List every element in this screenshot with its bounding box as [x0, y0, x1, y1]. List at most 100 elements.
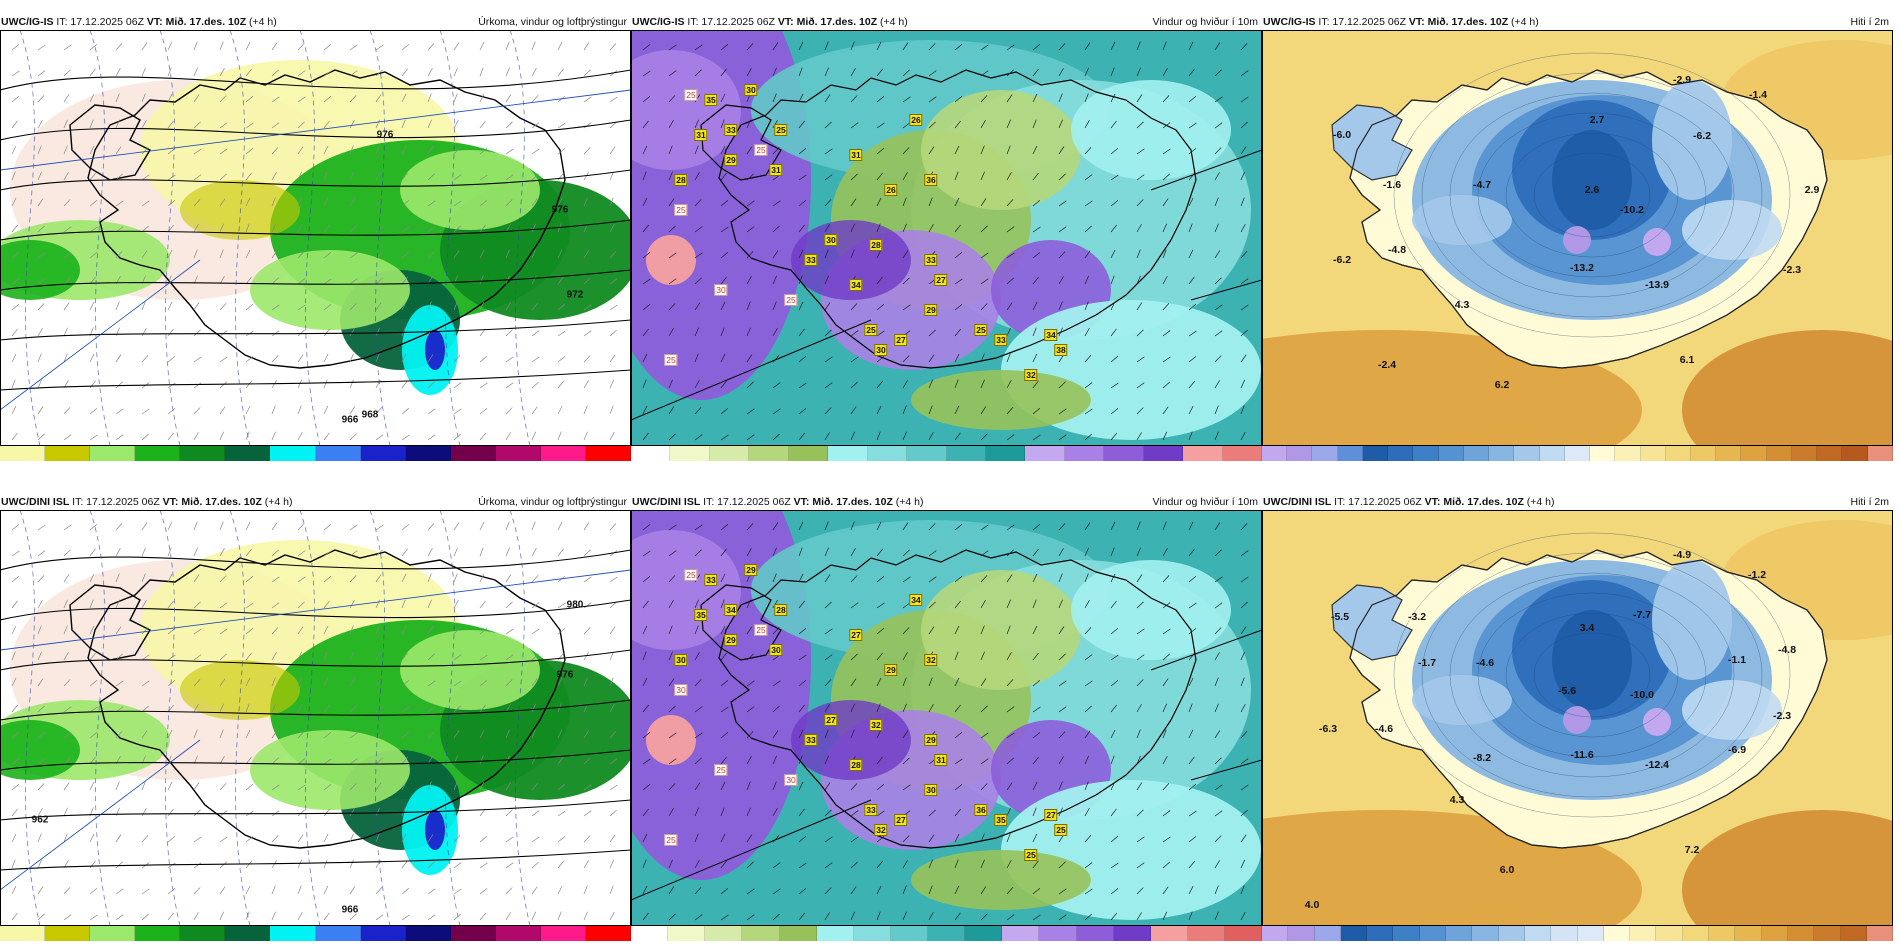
gust-label: 35: [694, 609, 708, 621]
temp-value: -2.3: [1782, 264, 1802, 276]
color-scale: [631, 926, 1262, 941]
lead-time: (+4 h): [264, 496, 293, 508]
scale-cell: [1388, 446, 1414, 461]
scale-cell: [1143, 446, 1184, 461]
pressure-label: 980: [566, 599, 584, 611]
scale-cell: [450, 446, 496, 461]
gust-label: 34: [909, 594, 923, 606]
scale-cell: [1225, 926, 1262, 941]
color-scale: [0, 446, 631, 461]
scale-cell: [1787, 926, 1815, 941]
gust-label: 28: [849, 759, 863, 771]
scale-cell: [1551, 926, 1578, 941]
contour-label: 25: [754, 624, 768, 636]
scale-cell: [586, 926, 631, 941]
scale-cell: [180, 446, 226, 461]
gust-label: 38: [1054, 344, 1068, 356]
temp-value: -10.2: [1620, 204, 1644, 216]
temp-value: 2.7: [1589, 114, 1605, 126]
temp-value: -13.2: [1570, 262, 1594, 274]
model-name: UWC/IG-IS: [1263, 16, 1316, 28]
pressure-label: 968: [361, 409, 379, 421]
temp-value: -6.9: [1727, 744, 1747, 756]
map-area[interactable]: 976 976 972 966 968: [0, 30, 631, 446]
temp-value: 7.2: [1684, 844, 1700, 856]
valid-time: Mið. 17.des. 10Z: [796, 16, 878, 28]
scale-cell: [405, 446, 451, 461]
scale-cell: [867, 446, 908, 461]
valid-label: VT:: [777, 16, 794, 28]
map-area[interactable]: 33 29 35 34 29 30 30 28 34 27 32 29 27 32 33 28 29 31 30 32…: [631, 510, 1262, 926]
scale-cell: [90, 446, 136, 461]
gust-label: 27: [849, 629, 863, 641]
gust-label: 30: [769, 644, 783, 656]
scale-cell: [631, 926, 669, 941]
scale-cell: [1002, 926, 1040, 941]
lead-time: (+4 h): [1526, 496, 1555, 508]
gust-label: 33: [864, 804, 878, 816]
temp-value: 2.9: [1804, 184, 1820, 196]
temp-value: -12.4: [1645, 759, 1669, 771]
gust-label: 27: [824, 714, 838, 726]
scale-cell: [1766, 446, 1792, 461]
map-area[interactable]: 35 30 31 33 29 28 31 25 26 31 36 26 30 28 33 34 33 27 29 30…: [631, 30, 1262, 446]
gust-label: 32: [924, 654, 938, 666]
scale-cell: [1761, 926, 1788, 941]
scale-cell: [668, 926, 706, 941]
gust-label: 25: [774, 124, 788, 136]
scale-cell: [1064, 446, 1105, 461]
gust-label: 25: [1024, 849, 1038, 861]
contour-label: 25: [674, 204, 688, 216]
temp-value: -1.6: [1382, 179, 1402, 191]
pressure-label: 976: [556, 669, 574, 681]
scale-cell: [1337, 446, 1363, 461]
panel-r2c2: UWC/DINI ISL IT: 17.12.2025 06Z VT: Mið.…: [631, 494, 1262, 945]
scale-cell: [0, 446, 46, 461]
scale-cell: [1489, 446, 1515, 461]
temp-value: -4.9: [1672, 549, 1692, 561]
gust-label: 26: [909, 114, 923, 126]
temp-value: -2.9: [1672, 74, 1692, 86]
panel-r1c1: UWC/IG-IS IT: 17.12.2025 06Z VT: Mið. 17…: [0, 14, 631, 465]
scale-cell: [1867, 446, 1893, 461]
scale-cell: [1615, 446, 1641, 461]
gust-label: 33: [704, 574, 718, 586]
scale-cell: [225, 446, 271, 461]
scale-cell: [985, 446, 1026, 461]
scale-cell: [1716, 446, 1742, 461]
map-area[interactable]: -2.9 -1.4 -6.0 2.7 -6.2 -1.6 -4.7 2.6 -10.2 2.9 -4…: [1262, 30, 1893, 446]
map-area[interactable]: -4.9 -1.2 -5.5 -3.2 3.4 -7.7 -1.7 -4.6 -5.6 -10.0…: [1262, 510, 1893, 926]
gust-label: 36: [924, 174, 938, 186]
scale-cell: [890, 926, 928, 941]
scale-cell: [907, 446, 947, 461]
temp-value: 4.3: [1449, 794, 1465, 806]
gust-label: 33: [804, 734, 818, 746]
scale-cell: [1312, 446, 1338, 461]
panel-title: Hiti í 2m: [1850, 496, 1889, 508]
gust-label: 29: [884, 664, 898, 676]
scale-cell: [709, 446, 750, 461]
gust-label: 32: [1024, 369, 1038, 381]
temp-value: -10.0: [1630, 689, 1654, 701]
gust-label: 29: [724, 154, 738, 166]
scale-cell: [495, 446, 541, 461]
pressure-label: 976: [551, 204, 569, 216]
map-graphic: [631, 510, 1262, 926]
color-scale: [631, 446, 1262, 461]
map-graphic: [631, 30, 1262, 446]
scale-cell: [1564, 446, 1591, 461]
gust-label: 29: [924, 304, 938, 316]
init-time: IT: 17.12.2025 06Z: [703, 496, 791, 508]
scale-cell: [1367, 926, 1394, 941]
scale-cell: [1524, 926, 1552, 941]
map-area[interactable]: 980 976 962 966: [0, 510, 631, 926]
valid-time: Mið. 17.des. 10Z: [165, 16, 247, 28]
contour-label: 30: [714, 284, 728, 296]
gust-label: 27: [1044, 809, 1058, 821]
valid-time: Mið. 17.des. 10Z: [181, 496, 262, 508]
init-time: IT: 17.12.2025 06Z: [1318, 16, 1406, 28]
gust-label: 25: [864, 324, 878, 336]
scale-cell: [45, 926, 91, 941]
gust-label: 33: [804, 254, 818, 266]
scale-cell: [405, 926, 451, 941]
